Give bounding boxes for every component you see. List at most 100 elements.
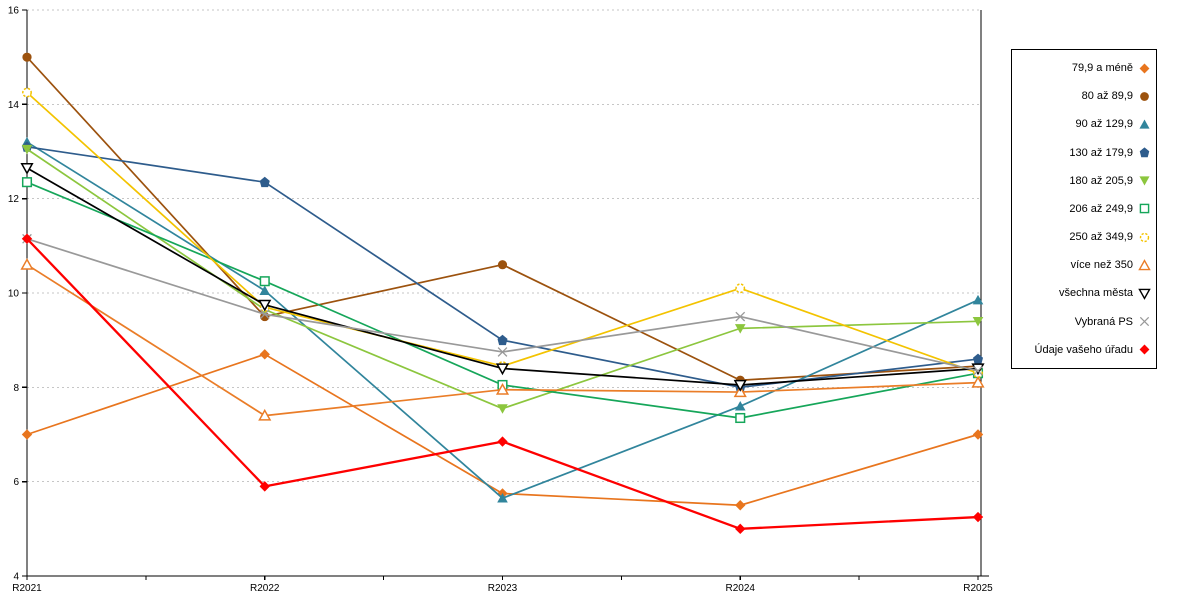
series-marker [21, 429, 33, 440]
x-axis-tick-label: R2025 [963, 583, 993, 594]
series-marker [735, 311, 746, 322]
series-line [26, 91, 979, 374]
series-marker [497, 492, 508, 503]
y-axis-tick-label: 6 [13, 477, 19, 488]
legend-item-label: Údaje vašeho úřadu [1034, 343, 1133, 356]
series-marker [1139, 176, 1150, 186]
x-axis-tick-label: R2021 [12, 583, 42, 594]
legend-marker-icon [1139, 204, 1150, 214]
legend-item: 130 až 179,9 [1012, 141, 1156, 165]
series-marker [20, 162, 34, 175]
x-axis-tick-label: R2024 [726, 583, 756, 594]
series-marker [734, 324, 746, 334]
legend-item-label: 90 až 129,9 [1075, 118, 1134, 131]
chart-legend: 79,9 a méně 80 až 89,9 90 až 129,9 130 až 1… [1011, 49, 1157, 369]
series-marker [1139, 147, 1150, 158]
legend-marker-icon [1139, 317, 1150, 327]
series-marker [1138, 258, 1151, 271]
legend-item-label: 130 až 179,9 [1069, 146, 1133, 159]
series-marker [259, 481, 270, 492]
series-marker [495, 363, 510, 376]
series-marker [22, 52, 32, 62]
y-axis-tick-label: 12 [8, 194, 20, 205]
y-axis-tick-label: 4 [13, 572, 19, 583]
legend-marker-icon [1138, 288, 1151, 300]
series-9 [22, 233, 983, 376]
legend-marker-icon [1139, 176, 1150, 186]
y-axis-tick-label: 10 [8, 289, 20, 300]
series-marker [259, 276, 270, 287]
series-marker [21, 144, 33, 155]
legend-item-label: více než 350 [1070, 259, 1133, 272]
legend-item: více než 350 [1012, 253, 1156, 277]
series-marker [972, 511, 984, 523]
series-marker [497, 404, 508, 414]
series-marker [1140, 91, 1149, 101]
series-marker [259, 176, 270, 188]
series-marker [258, 299, 272, 312]
series-marker [733, 379, 747, 392]
series-4 [21, 144, 984, 414]
series-marker [735, 412, 746, 424]
series-marker [973, 353, 983, 365]
series-marker [495, 382, 510, 395]
x-axis-tick-label: R2022 [250, 583, 280, 594]
legend-item: 90 až 129,9 [1012, 112, 1156, 136]
legend-item: 79,9 a méně [1012, 56, 1156, 80]
legend-item: 250 až 349,9 [1012, 225, 1156, 249]
series-marker [1139, 232, 1150, 242]
legend-item: 206 až 249,9 [1012, 197, 1156, 221]
series-marker [259, 285, 271, 295]
legend-marker-icon [1139, 147, 1150, 158]
legend-item-label: 206 až 249,9 [1069, 202, 1133, 215]
series-marker [259, 309, 270, 320]
series-line [26, 56, 979, 382]
series-marker [972, 317, 984, 327]
series-marker [497, 334, 508, 346]
series-marker [1139, 63, 1150, 74]
series-marker [1139, 204, 1150, 214]
legend-item: Vybraná PS [1012, 310, 1156, 334]
series-marker [735, 523, 746, 535]
series-marker [971, 375, 985, 388]
series-marker [497, 347, 508, 357]
series-marker [258, 408, 272, 421]
legend-marker-icon [1139, 232, 1150, 242]
y-axis-tick-label: 8 [13, 383, 19, 394]
series-7 [20, 257, 985, 421]
legend-marker-icon [1139, 344, 1150, 355]
y-axis-tick-label: 16 [8, 6, 20, 17]
legend-marker-icon [1140, 91, 1149, 101]
legend-item-label: 80 až 89,9 [1081, 90, 1133, 103]
series-line [26, 237, 979, 372]
series-marker [1139, 317, 1150, 327]
legend-item: 180 až 205,9 [1012, 169, 1156, 193]
series-6 [22, 87, 983, 379]
series-8 [20, 162, 985, 392]
series-marker [497, 260, 508, 270]
y-axis-tick-label: 14 [8, 100, 20, 111]
legend-marker-icon [1138, 258, 1151, 271]
series-marker [735, 283, 746, 294]
series-marker [973, 365, 983, 376]
legend-item: Údaje vašeho úřadu [1012, 338, 1156, 362]
series-marker [735, 500, 746, 511]
legend-marker-icon [1139, 119, 1150, 129]
legend-item: všechna města [1012, 281, 1156, 305]
legend-item-label: 180 až 205,9 [1069, 174, 1133, 187]
series-marker [734, 401, 746, 411]
series-marker [1139, 344, 1150, 355]
series-marker [22, 87, 32, 98]
legend-item: 80 až 89,9 [1012, 84, 1156, 108]
series-line [26, 353, 979, 507]
x-axis-tick-label: R2023 [488, 583, 518, 594]
series-marker [972, 429, 984, 440]
legend-item-label: 79,9 a méně [1071, 62, 1133, 75]
series-marker [20, 257, 34, 270]
series-marker [1139, 119, 1150, 129]
legend-item-label: všechna města [1059, 287, 1133, 300]
legend-marker-icon [1139, 63, 1150, 74]
legend-item-label: 250 až 349,9 [1069, 231, 1133, 244]
